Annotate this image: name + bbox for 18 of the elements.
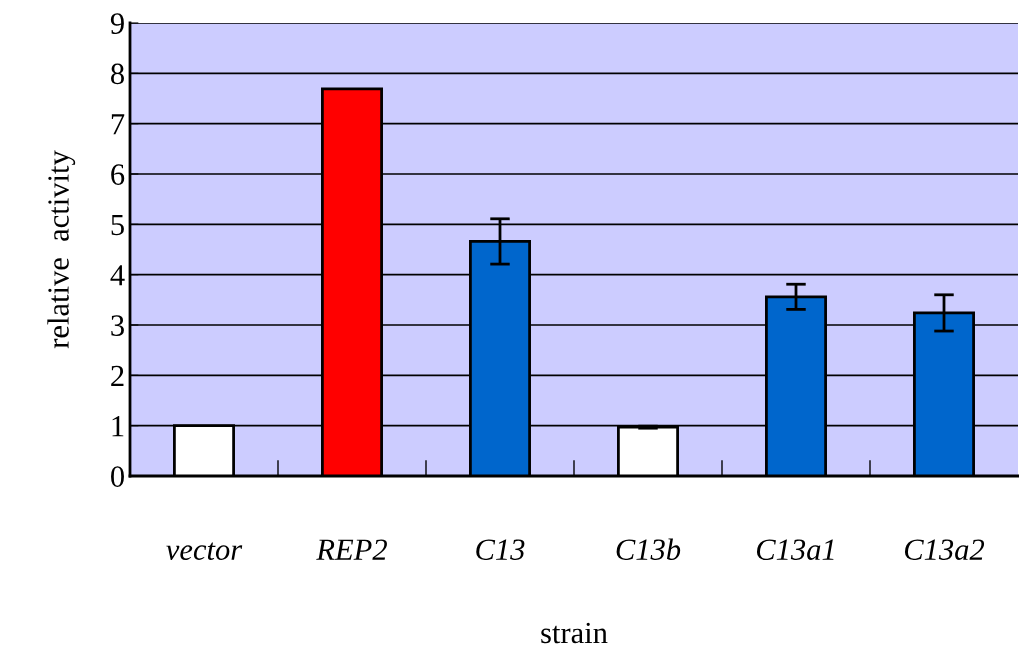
- y-tick-label: 5: [111, 214, 124, 236]
- x-tick-label: C13a2: [904, 539, 985, 561]
- y-tick-label: 0: [111, 466, 124, 487]
- y-tick-label: 3: [111, 315, 124, 336]
- x-tick-label: C13a1: [756, 539, 834, 561]
- y-tick-label: 2: [111, 365, 124, 386]
- y-tick-label: 8: [111, 63, 124, 85]
- x-axis-title: strain: [541, 622, 608, 644]
- y-tick-label: 4: [110, 265, 125, 286]
- x-tick-label: REP2: [316, 539, 387, 560]
- y-tick-label: 1: [112, 416, 124, 437]
- y-tick-label: 7: [111, 114, 125, 135]
- x-tick-label: vector: [166, 542, 243, 560]
- y-axis-title: relative activity: [47, 150, 76, 349]
- y-tick-label: 6: [111, 164, 125, 185]
- y-tick-label: 9: [110, 13, 124, 34]
- x-tick-label: C13b: [616, 538, 681, 560]
- x-tick-label: C13: [476, 539, 525, 560]
